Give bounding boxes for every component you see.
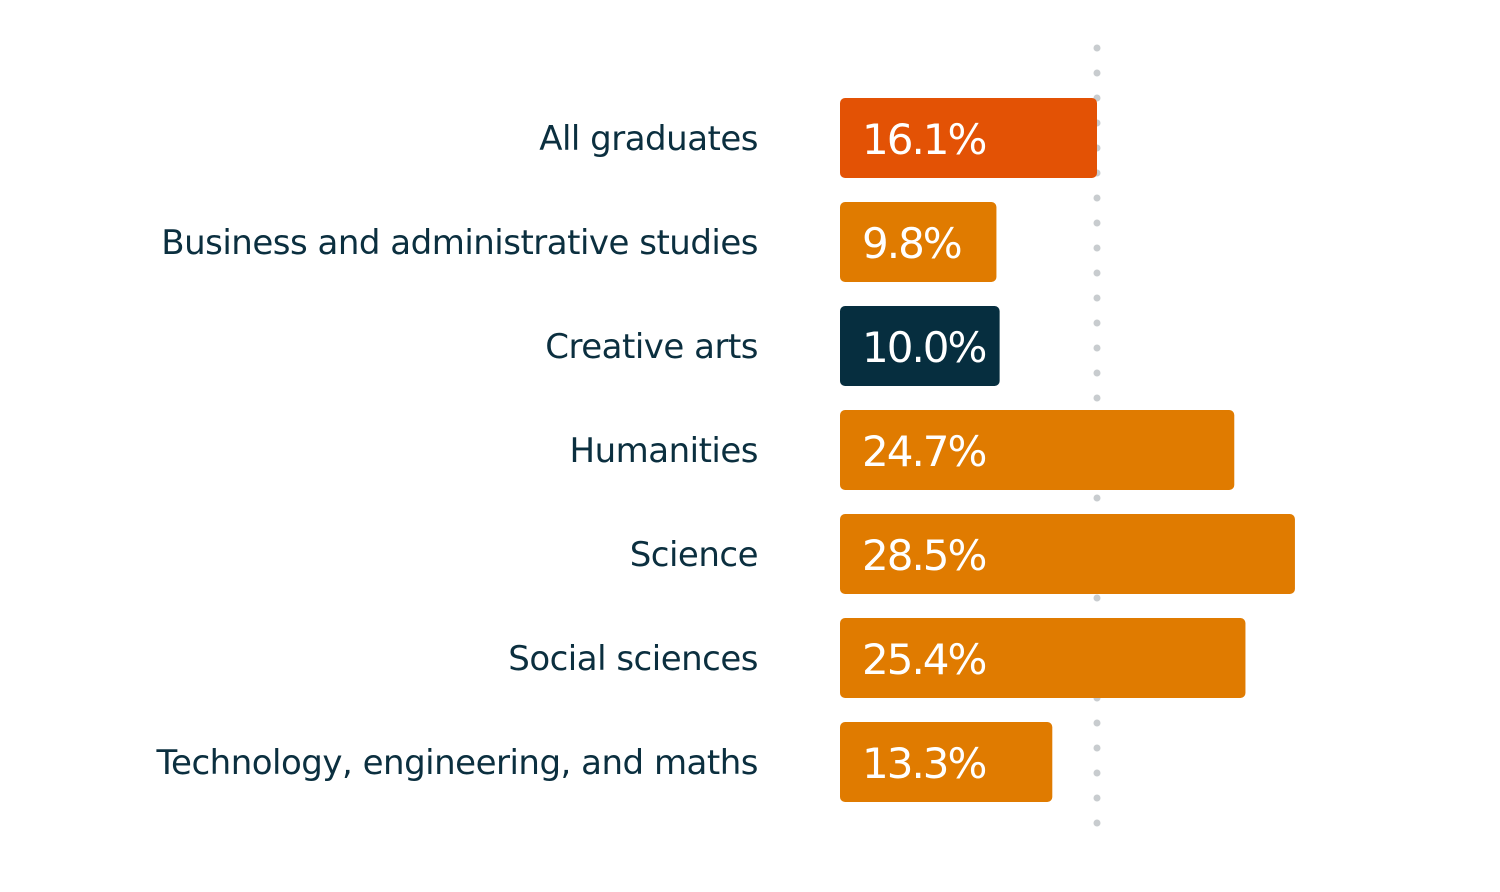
data-label: 13.3%	[862, 739, 986, 788]
category-label: Technology, engineering, and maths	[156, 743, 758, 783]
reference-dot	[1093, 369, 1101, 377]
reference-dot	[1093, 719, 1101, 727]
reference-dot	[1093, 244, 1101, 252]
reference-dot	[1093, 69, 1101, 77]
data-label: 9.8%	[862, 219, 961, 268]
reference-dot	[1093, 794, 1101, 802]
reference-dot	[1093, 44, 1101, 52]
bar	[840, 98, 1097, 178]
bar	[840, 618, 1246, 698]
reference-dot	[1093, 344, 1101, 352]
reference-dot	[1093, 194, 1101, 202]
category-label: Creative arts	[545, 327, 758, 367]
category-label: All graduates	[539, 119, 758, 159]
bar	[840, 722, 1053, 802]
reference-dot	[1093, 744, 1101, 752]
category-label: Science	[630, 535, 758, 575]
category-label: Humanities	[570, 431, 758, 471]
reference-dot	[1093, 819, 1101, 827]
reference-dot	[1093, 394, 1101, 402]
data-label: 28.5%	[862, 531, 986, 580]
reference-dot	[1093, 494, 1101, 502]
reference-dot	[1093, 219, 1101, 227]
data-label: 24.7%	[862, 427, 986, 476]
bar	[840, 306, 1000, 386]
reference-dot	[1093, 769, 1101, 777]
bar	[840, 410, 1235, 490]
reference-dot	[1093, 294, 1101, 302]
category-label: Business and administrative studies	[161, 223, 758, 263]
reference-dot	[1093, 269, 1101, 277]
reference-dot	[1093, 319, 1101, 327]
bar	[840, 514, 1295, 594]
reference-dot	[1093, 594, 1101, 602]
data-label: 25.4%	[862, 635, 986, 684]
data-label: 10.0%	[862, 323, 986, 372]
data-label: 16.1%	[862, 115, 986, 164]
bar	[840, 202, 997, 282]
category-label: Social sciences	[508, 639, 758, 679]
